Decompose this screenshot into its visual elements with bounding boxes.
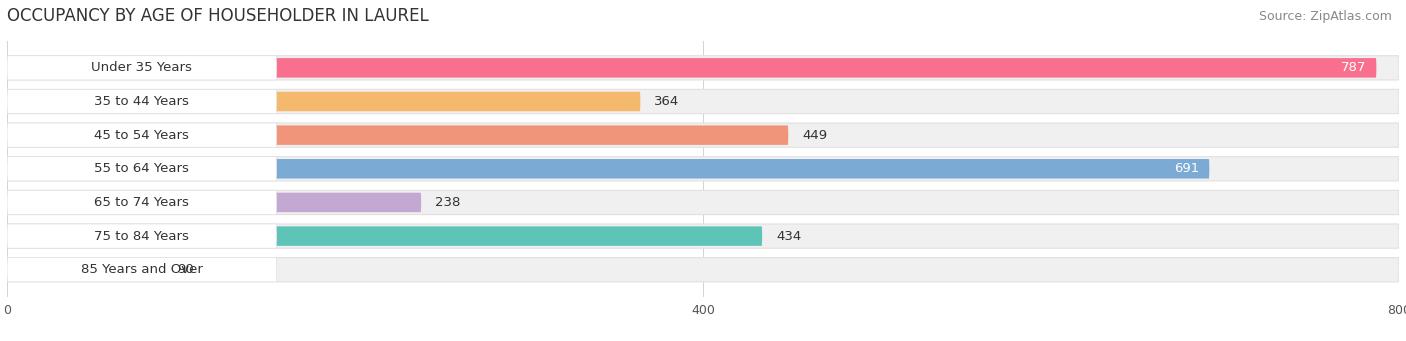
FancyBboxPatch shape bbox=[7, 58, 1376, 78]
Text: 45 to 54 Years: 45 to 54 Years bbox=[94, 129, 190, 142]
FancyBboxPatch shape bbox=[7, 89, 1399, 114]
Text: Under 35 Years: Under 35 Years bbox=[91, 61, 193, 74]
Text: 65 to 74 Years: 65 to 74 Years bbox=[94, 196, 190, 209]
FancyBboxPatch shape bbox=[7, 190, 277, 214]
Text: OCCUPANCY BY AGE OF HOUSEHOLDER IN LAUREL: OCCUPANCY BY AGE OF HOUSEHOLDER IN LAURE… bbox=[7, 8, 429, 26]
Text: 238: 238 bbox=[434, 196, 460, 209]
Text: 75 to 84 Years: 75 to 84 Years bbox=[94, 229, 190, 242]
FancyBboxPatch shape bbox=[7, 123, 277, 147]
FancyBboxPatch shape bbox=[7, 226, 762, 246]
FancyBboxPatch shape bbox=[7, 56, 277, 80]
FancyBboxPatch shape bbox=[7, 159, 1209, 179]
FancyBboxPatch shape bbox=[7, 193, 422, 212]
FancyBboxPatch shape bbox=[7, 56, 1399, 80]
FancyBboxPatch shape bbox=[7, 92, 640, 111]
Text: 434: 434 bbox=[776, 229, 801, 242]
FancyBboxPatch shape bbox=[7, 190, 1399, 214]
Text: 55 to 64 Years: 55 to 64 Years bbox=[94, 162, 190, 175]
Text: 691: 691 bbox=[1174, 162, 1199, 175]
Text: 364: 364 bbox=[654, 95, 679, 108]
Text: 35 to 44 Years: 35 to 44 Years bbox=[94, 95, 190, 108]
FancyBboxPatch shape bbox=[7, 258, 277, 282]
Text: Source: ZipAtlas.com: Source: ZipAtlas.com bbox=[1258, 10, 1392, 23]
Text: 787: 787 bbox=[1340, 61, 1365, 74]
FancyBboxPatch shape bbox=[7, 260, 163, 280]
FancyBboxPatch shape bbox=[7, 224, 1399, 248]
Text: 90: 90 bbox=[177, 263, 194, 276]
Text: 449: 449 bbox=[803, 129, 827, 142]
FancyBboxPatch shape bbox=[7, 125, 789, 145]
FancyBboxPatch shape bbox=[7, 89, 277, 114]
FancyBboxPatch shape bbox=[7, 224, 277, 248]
Text: 85 Years and Over: 85 Years and Over bbox=[82, 263, 202, 276]
FancyBboxPatch shape bbox=[7, 157, 277, 181]
FancyBboxPatch shape bbox=[7, 157, 1399, 181]
FancyBboxPatch shape bbox=[7, 258, 1399, 282]
FancyBboxPatch shape bbox=[7, 123, 1399, 147]
